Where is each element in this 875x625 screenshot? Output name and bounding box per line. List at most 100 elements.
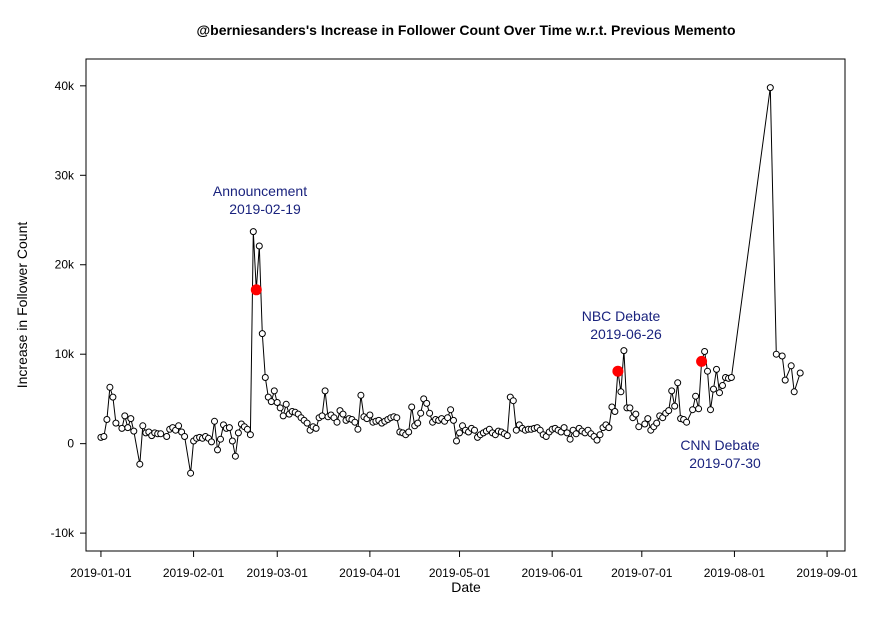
x-axis: 2019-01-01 2019-02-01 2019-03-01 2019-04-01… [70,550,858,580]
annotation-label: NBC Debate [582,308,661,324]
data-point [689,406,697,414]
data-point [707,406,714,414]
x-tick-label: 2019-03-01 [247,566,309,580]
series-line [100,87,801,474]
data-point [713,365,720,373]
data-point [683,418,691,426]
event-marker [696,355,708,367]
data-point [727,374,735,381]
data-point [214,446,221,454]
data-point [267,398,275,406]
data-point [787,362,795,370]
data-point [276,404,284,412]
data-point [225,424,233,432]
data-point [704,367,711,375]
data-point [127,415,135,423]
data-point [211,417,218,425]
data-point [175,422,183,430]
data-point [671,402,679,410]
data-point [790,388,798,396]
data-point [632,410,640,418]
data-point [665,407,673,415]
data-point [393,414,401,422]
data-point [453,437,460,445]
data-point [118,424,126,432]
data-point [701,348,709,355]
data-point [695,405,703,413]
data-point [447,406,455,414]
data-point [303,419,311,427]
data-point [270,387,278,395]
data-point [255,242,263,250]
data-point [321,387,329,395]
data-point [617,388,625,396]
data-point [503,432,511,440]
data-point [620,347,628,355]
chart-title: @berniesanders's Increase in Follower Co… [196,22,735,38]
data-point [234,429,242,437]
data-point [208,438,215,446]
data-point [357,391,365,399]
data-point [456,429,463,437]
data-point [243,425,251,433]
data-point [644,415,652,423]
data-point [273,399,281,406]
data-point [572,430,580,438]
data-point [249,228,257,236]
data-point [423,399,431,407]
data-point [635,423,643,431]
plot-frame [85,58,846,552]
data-point [354,425,362,433]
data-point [417,409,425,417]
data-point [279,412,287,420]
data-point [778,352,786,360]
data-point [366,411,374,419]
data-point [471,426,478,434]
event-marker [250,284,262,296]
data-point [641,420,649,428]
series-line-group [97,84,804,477]
data-point [312,424,320,432]
data-point [351,418,359,426]
data-point [563,429,571,437]
annotations: Announcement 2019-02-19 NBC Debate 2019-06-… [213,183,761,471]
highlight-points [250,284,708,377]
data-point [100,433,108,440]
data-point [766,84,774,92]
data-point [181,433,189,440]
x-tick-label: 2019-01-01 [70,566,132,580]
x-tick-label: 2019-05-01 [429,566,491,580]
data-point [674,379,682,387]
data-point [121,412,129,420]
x-tick-label: 2019-08-01 [704,566,766,580]
data-point [103,416,111,423]
data-point [157,430,165,438]
data-point [796,369,804,377]
data-point [716,389,723,397]
data-point [414,419,422,427]
y-tick-label: 10k [55,347,75,361]
x-tick-label: 2019-02-01 [163,566,225,580]
y-axis: -10k 0 10k 20k 30k 40k [51,79,87,540]
data-point [405,428,413,436]
y-tick-label: 20k [55,258,75,272]
x-tick-label: 2019-06-01 [521,566,583,580]
data-point [719,382,726,389]
y-tick-label: -10k [51,526,75,540]
data-point [339,410,347,418]
data-point [261,374,269,381]
data-point [593,436,601,444]
x-tick-label: 2019-04-01 [339,566,401,580]
data-point [139,422,147,430]
data-point [692,392,700,400]
y-axis-label: Increase in Follower Count [14,222,30,389]
annotation-label: 2019-06-26 [590,326,662,342]
annotation-label: Announcement [213,183,307,199]
x-tick-label: 2019-09-01 [796,566,858,580]
y-tick-label: 30k [55,168,75,182]
data-point [106,383,114,391]
data-point [163,433,171,440]
data-point [109,393,117,401]
